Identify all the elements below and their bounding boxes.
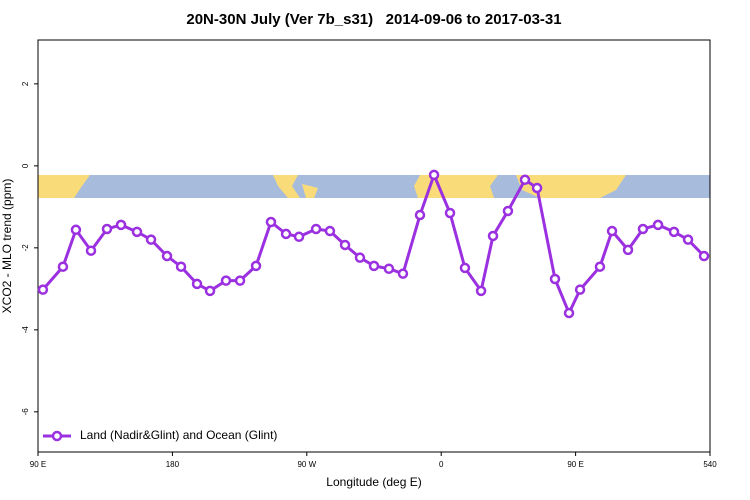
point xyxy=(652,219,664,231)
y-tick-label: -4 xyxy=(21,326,30,334)
point xyxy=(354,252,366,263)
x-tick-label: 0 xyxy=(439,460,444,469)
plot-frame xyxy=(37,39,711,453)
point xyxy=(204,285,216,297)
point xyxy=(594,261,606,272)
point xyxy=(475,285,487,297)
legend-label: Land (Nadir&Glint) and Ocean (Glint) xyxy=(80,428,277,442)
point xyxy=(459,262,471,274)
point xyxy=(220,275,232,286)
point xyxy=(368,260,380,272)
point xyxy=(250,260,262,272)
point xyxy=(428,169,440,181)
x-tick-label: 90 E xyxy=(30,460,46,469)
x-tick-label: 180 xyxy=(166,460,180,469)
y-tick-label: -6 xyxy=(21,408,30,416)
legend-marker xyxy=(51,430,63,442)
point xyxy=(280,228,292,240)
point xyxy=(101,223,113,235)
point xyxy=(519,174,531,186)
point xyxy=(85,245,97,256)
point xyxy=(115,219,127,231)
point xyxy=(70,224,82,236)
point xyxy=(668,226,680,238)
point xyxy=(487,230,499,242)
point xyxy=(606,225,618,237)
point xyxy=(502,205,514,217)
point xyxy=(191,278,203,290)
point xyxy=(698,250,710,262)
point xyxy=(682,234,694,245)
x-tick-label: 90 E xyxy=(567,460,583,469)
y-tick-label: 2 xyxy=(21,81,30,86)
point xyxy=(549,273,561,285)
land xyxy=(302,184,318,198)
point xyxy=(234,275,246,286)
point xyxy=(37,284,49,295)
point xyxy=(339,239,351,251)
y-tick-label: -2 xyxy=(21,244,30,252)
x-tick-label: 540 xyxy=(703,460,717,469)
point xyxy=(397,268,409,279)
point xyxy=(265,216,277,228)
point xyxy=(383,263,395,275)
point xyxy=(57,261,69,272)
point xyxy=(414,209,426,221)
point xyxy=(637,223,649,235)
map-strip xyxy=(38,175,710,198)
point xyxy=(175,261,187,272)
point xyxy=(531,182,543,194)
chart-title: 20N-30N July (Ver 7b_s31) 2014-09-06 to … xyxy=(186,11,561,28)
land xyxy=(38,175,90,198)
y-axis-label: XCO2 - MLO trend (ppm) xyxy=(0,179,14,314)
point xyxy=(131,226,143,238)
point xyxy=(293,231,305,243)
point xyxy=(324,225,336,237)
land xyxy=(516,175,626,198)
point xyxy=(444,207,456,219)
point xyxy=(622,244,634,256)
point xyxy=(563,307,575,319)
x-axis-label: Longitude (deg E) xyxy=(326,475,421,489)
point xyxy=(145,234,157,245)
point xyxy=(574,284,586,295)
land xyxy=(273,175,300,198)
x-tick-label: 90 W xyxy=(297,460,316,469)
y-tick-label: 0 xyxy=(21,163,30,168)
point xyxy=(310,223,322,235)
point xyxy=(161,250,173,262)
